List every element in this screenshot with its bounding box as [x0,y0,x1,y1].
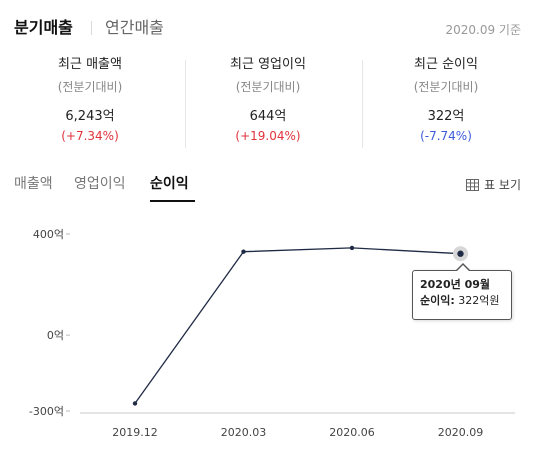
tab-revenue[interactable]: 매출액 [14,176,53,192]
summary-card-net-income: 최근 순이익 (전분기대비) 322억 (-7.74%) [366,54,526,145]
card-value: 6,243억 [65,109,115,124]
tab-operating-profit[interactable]: 영업이익 [74,176,126,192]
view-table-label: 표 보기 [484,178,521,192]
card-change: (+19.04%) [235,129,301,143]
tab-annual-sales[interactable]: 연간매출 [105,18,164,37]
card-change: (+7.34%) [61,129,119,143]
card-value: 322억 [427,109,465,124]
x-tick-label: 2020.06 [329,426,375,439]
data-point[interactable] [241,249,246,254]
tooltip-value: 322억원 [458,294,500,307]
card-title: 최근 매출액 [58,57,122,72]
tab-quarterly-sales[interactable]: 분기매출 [14,18,73,37]
x-tick-label: 2020.09 [438,426,484,439]
card-subtitle: (전분기대비) [413,80,479,94]
card-change: (-7.74%) [420,129,472,143]
summary-card-operating-profit: 최근 영업이익 (전분기대비) 644억 (+19.04%) [188,54,348,145]
y-tick-label: 0억 [47,329,64,342]
data-point[interactable] [457,250,464,257]
x-tick-label: 2020.03 [221,426,267,439]
y-axis: 400억 0억 -300억 [29,228,70,418]
tab-net-income[interactable]: 순이익 [150,176,189,192]
header: 분기매출 연간매출 2020.09 기준 [0,0,535,50]
table-grid-icon [466,178,480,191]
tooltip-label: 순이익: [420,294,455,307]
as-of-date: 2020.09 기준 [445,23,521,37]
tooltip: 2020년 09월 순이익: 322억원 [412,270,512,320]
x-tick-label: 2019.12 [112,426,158,439]
data-point[interactable] [132,401,138,406]
data-points [132,245,468,406]
data-point[interactable] [349,245,355,251]
metric-tabs: 매출액 영업이익 순이익 표 보기 [0,170,535,204]
card-divider [362,60,363,148]
card-divider [185,60,186,148]
summary-cards: 최근 매출액 (전분기대비) 6,243억 (+7.34%) 최근 영업이익 (… [0,54,535,154]
tooltip-date: 2020년 09월 [420,278,490,291]
net-income-line-chart: 400억 0억 -300억 2019.12 2020.03 2020.06 2020.09 [29,228,515,439]
card-title: 최근 영업이익 [230,57,306,72]
tooltip-arrow-fill [457,265,469,271]
y-tick-label: 400억 [33,228,64,241]
card-title: 최근 순이익 [414,57,478,72]
active-tab-underline [150,200,195,202]
x-axis: 2019.12 2020.03 2020.06 2020.09 [112,426,483,439]
series-line [134,247,461,404]
card-subtitle: (전분기대비) [57,80,123,94]
view-table-button[interactable]: 표 보기 [466,176,521,193]
card-subtitle: (전분기대비) [235,80,301,94]
y-tick-label: -300억 [29,405,64,418]
tab-divider [91,21,92,35]
summary-card-revenue: 최근 매출액 (전분기대비) 6,243억 (+7.34%) [10,54,170,145]
card-value: 644억 [249,109,287,124]
